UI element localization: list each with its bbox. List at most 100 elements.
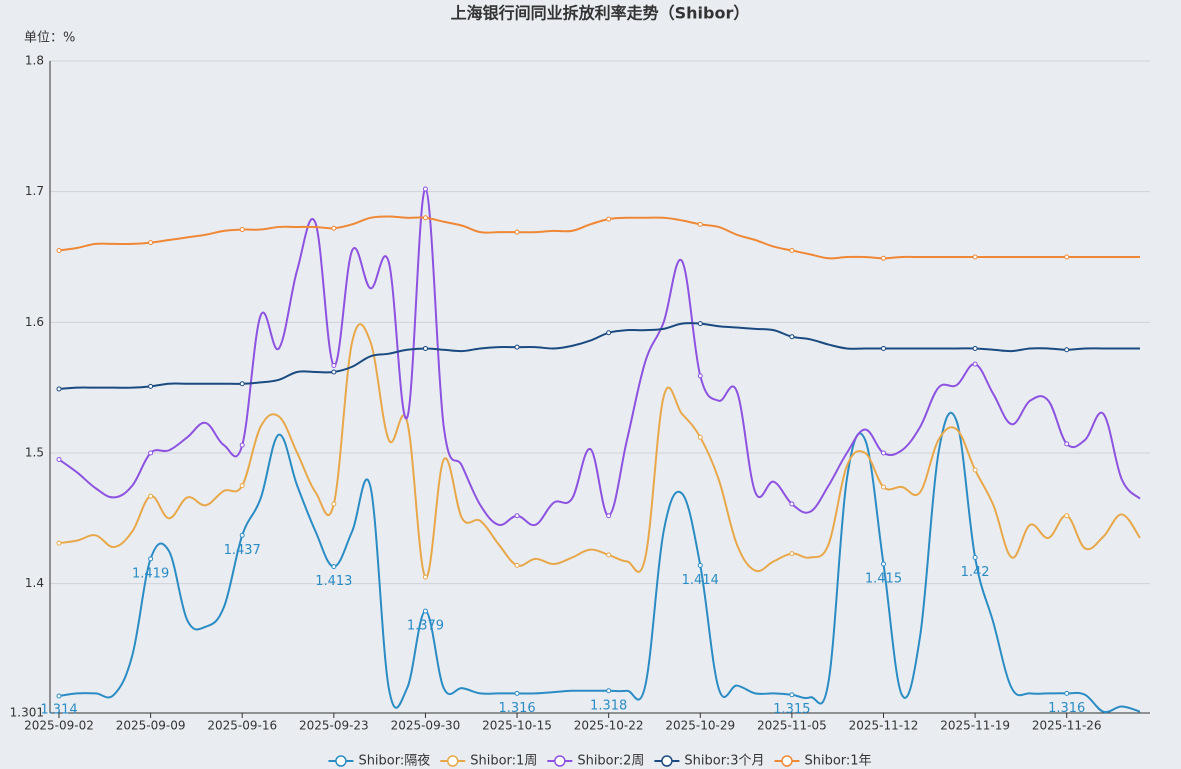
point: [56, 247, 62, 253]
point: [422, 215, 428, 221]
x-tick-label: 2025-09-09: [116, 719, 186, 733]
value-label: 1.314: [40, 703, 77, 718]
point: [514, 562, 520, 568]
point: [422, 574, 428, 580]
x-tick-label: 2025-09-02: [24, 719, 94, 733]
chart-title: 上海银行间同业拆放利率走势（Shibor）: [451, 4, 750, 23]
point: [972, 467, 978, 473]
point: [514, 513, 520, 519]
x-tick-label: 2025-11-05: [757, 719, 827, 733]
point: [880, 484, 886, 490]
point: [789, 551, 795, 557]
x-tick-label: 2025-10-29: [665, 719, 735, 733]
point: [331, 362, 337, 368]
point: [56, 540, 62, 546]
legend-symbol: [781, 755, 793, 767]
point: [972, 361, 978, 367]
point: [56, 386, 62, 392]
point: [972, 345, 978, 351]
x-tick-label: 2025-11-19: [940, 719, 1010, 733]
value-label: 1.437: [224, 543, 261, 558]
x-tick-label: 2025-10-15: [482, 719, 552, 733]
point: [56, 693, 62, 699]
point: [697, 562, 703, 568]
point: [331, 225, 337, 231]
point: [514, 690, 520, 696]
x-tick-label: 2025-09-23: [299, 719, 369, 733]
legend-label: Shibor:1周: [470, 754, 537, 769]
value-label: 1.316: [498, 701, 535, 716]
point: [56, 457, 62, 463]
value-label: 1.415: [865, 572, 902, 587]
point: [972, 254, 978, 260]
point: [422, 186, 428, 192]
y-tick-label: 1.7: [25, 184, 44, 198]
point: [239, 227, 245, 233]
point: [422, 345, 428, 351]
legend-label: Shibor:3个月: [684, 754, 764, 769]
legend-symbol: [335, 755, 347, 767]
point: [606, 552, 612, 558]
y-axis-unit: 单位：%: [24, 31, 75, 46]
point: [789, 247, 795, 253]
point: [331, 501, 337, 507]
point: [789, 501, 795, 507]
x-tick-label: 2025-09-16: [207, 719, 277, 733]
legend-item: Shibor:3个月: [654, 754, 764, 769]
point: [789, 692, 795, 698]
point: [697, 221, 703, 227]
value-label: 1.414: [682, 573, 719, 588]
point: [239, 381, 245, 387]
point: [148, 450, 154, 456]
y-tick-label: 1.301: [10, 706, 44, 720]
y-tick-label: 1.5: [25, 445, 44, 459]
point: [880, 561, 886, 567]
point: [972, 555, 978, 561]
point: [1064, 513, 1070, 519]
legend-item: Shibor:1周: [440, 754, 537, 769]
legend-label: Shibor:2周: [577, 754, 644, 769]
point: [606, 688, 612, 694]
legend: Shibor:隔夜 Shibor:1周 Shibor:2周 Shibor:3个月 Shi…: [328, 754, 872, 769]
legend-item: Shibor:隔夜: [328, 754, 430, 769]
point: [239, 532, 245, 538]
legend-symbol: [661, 755, 673, 767]
series-line: [58, 323, 1141, 579]
point: [514, 344, 520, 350]
value-label: 1.318: [590, 698, 627, 713]
point: [1064, 441, 1070, 447]
point: [148, 383, 154, 389]
legend-label: Shibor:隔夜: [358, 754, 430, 769]
point: [606, 330, 612, 336]
value-label: 1.42: [961, 565, 990, 580]
point: [606, 513, 612, 519]
y-tick-label: 1.8: [25, 54, 44, 68]
point: [697, 321, 703, 327]
value-label: 1.316: [1048, 701, 1085, 716]
point: [606, 216, 612, 222]
point: [789, 334, 795, 340]
series-line: [58, 411, 1141, 714]
x-tick-label: 2025-09-30: [391, 719, 461, 733]
legend-symbol: [447, 755, 459, 767]
legend-label: Shibor:1年: [804, 754, 871, 769]
value-label: 1.413: [315, 574, 352, 589]
point: [697, 434, 703, 440]
point: [239, 483, 245, 489]
x-tick-label: 2025-11-12: [849, 719, 919, 733]
x-tick-label: 2025-10-22: [574, 719, 644, 733]
x-tick-label: 2025-11-26: [1032, 719, 1102, 733]
point: [1064, 690, 1070, 696]
point: [880, 345, 886, 351]
legend-item: Shibor:1年: [774, 754, 872, 769]
point: [697, 373, 703, 379]
point: [880, 255, 886, 261]
point: [880, 450, 886, 456]
point: [331, 369, 337, 375]
point: [1064, 254, 1070, 260]
value-label: 1.315: [773, 702, 810, 717]
legend-symbol: [554, 755, 566, 767]
point: [148, 493, 154, 499]
point: [514, 229, 520, 235]
